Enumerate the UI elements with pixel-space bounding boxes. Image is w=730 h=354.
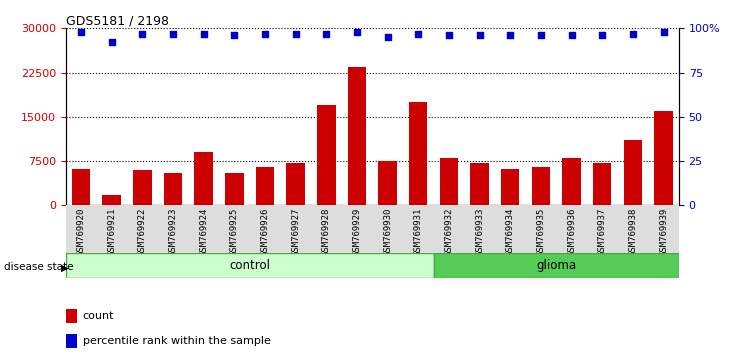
Bar — [378, 161, 397, 205]
Point — [198, 31, 210, 36]
Text: GSM769922: GSM769922 — [138, 208, 147, 256]
Bar — [470, 163, 489, 205]
Text: GSM769926: GSM769926 — [261, 208, 269, 256]
Point — [504, 33, 516, 38]
Bar — [439, 158, 458, 205]
Bar — [347, 67, 366, 205]
Text: GSM769929: GSM769929 — [353, 208, 361, 256]
Bar — [501, 169, 520, 205]
Text: count: count — [83, 311, 115, 321]
Bar — [409, 102, 428, 205]
Text: GSM769923: GSM769923 — [169, 208, 177, 256]
Point — [535, 33, 547, 38]
Bar — [133, 170, 152, 205]
Bar — [562, 158, 581, 205]
Text: GSM769930: GSM769930 — [383, 208, 392, 256]
Point — [474, 33, 485, 38]
Point — [228, 33, 240, 38]
Text: GSM769925: GSM769925 — [230, 208, 239, 256]
Point — [382, 34, 393, 40]
Text: GSM769935: GSM769935 — [537, 208, 545, 256]
Text: GSM769921: GSM769921 — [107, 208, 116, 256]
Point — [658, 29, 669, 35]
Text: GSM769933: GSM769933 — [475, 208, 484, 256]
Point — [137, 31, 148, 36]
Point — [106, 40, 118, 45]
Text: GSM769939: GSM769939 — [659, 208, 668, 256]
Point — [320, 31, 332, 36]
Point — [596, 33, 608, 38]
Text: GSM769924: GSM769924 — [199, 208, 208, 256]
Bar — [164, 173, 182, 205]
Text: disease state: disease state — [4, 262, 73, 272]
Bar — [434, 253, 679, 278]
Point — [627, 31, 639, 36]
Bar — [317, 105, 336, 205]
Text: GSM769931: GSM769931 — [414, 208, 423, 256]
Text: GSM769920: GSM769920 — [77, 208, 85, 256]
Point — [566, 33, 577, 38]
Point — [412, 31, 424, 36]
Bar — [593, 163, 612, 205]
Bar — [66, 253, 434, 278]
Bar — [194, 152, 213, 205]
Text: percentile rank within the sample: percentile rank within the sample — [83, 336, 271, 346]
Text: GSM769932: GSM769932 — [445, 208, 453, 256]
Bar — [286, 163, 305, 205]
Bar — [102, 195, 121, 205]
Point — [443, 33, 455, 38]
Point — [351, 29, 363, 35]
Bar — [623, 141, 642, 205]
Text: ▶: ▶ — [61, 262, 68, 272]
Point — [75, 29, 87, 35]
Bar — [66, 309, 77, 323]
Bar — [72, 169, 91, 205]
Bar — [531, 167, 550, 205]
Text: GSM769928: GSM769928 — [322, 208, 331, 256]
Bar — [654, 111, 673, 205]
Text: GSM769934: GSM769934 — [506, 208, 515, 256]
Bar — [255, 167, 274, 205]
Point — [167, 31, 179, 36]
Bar — [66, 334, 77, 348]
Text: GSM769927: GSM769927 — [291, 208, 300, 256]
Text: GSM769936: GSM769936 — [567, 208, 576, 256]
Text: GSM769938: GSM769938 — [629, 208, 637, 256]
Point — [259, 31, 271, 36]
Text: glioma: glioma — [537, 259, 576, 272]
Text: GSM769937: GSM769937 — [598, 208, 607, 256]
Point — [290, 31, 301, 36]
Text: GDS5181 / 2198: GDS5181 / 2198 — [66, 14, 169, 27]
Text: control: control — [229, 259, 270, 272]
Bar — [225, 173, 244, 205]
